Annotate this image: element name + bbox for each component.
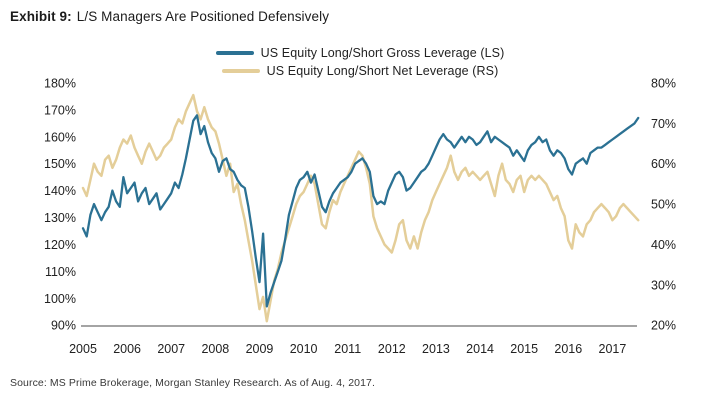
left-axis-tick-label: 170% <box>44 103 76 117</box>
exhibit-number: Exhibit 9: <box>10 9 72 24</box>
left-axis-tick-label: 140% <box>44 184 76 198</box>
x-axis-year-label: 2008 <box>201 342 229 356</box>
x-axis-year-label: 2007 <box>157 342 185 356</box>
left-axis-tick-label: 150% <box>44 157 76 171</box>
left-axis-tick-label: 160% <box>44 130 76 144</box>
right-axis-tick-label: 70% <box>651 117 676 131</box>
x-axis-year-label: 2016 <box>554 342 582 356</box>
net-leverage-line-swatch <box>221 69 260 73</box>
source-note: Source: MS Prime Brokerage, Morgan Stanl… <box>10 377 375 389</box>
x-axis-year-label: 2006 <box>113 342 141 356</box>
legend-label-gross-leverage: US Equity Long/Short Gross Leverage (LS) <box>260 46 505 60</box>
x-axis-year-label: 2010 <box>290 342 318 356</box>
x-axis-year-label: 2015 <box>510 342 538 356</box>
gross-leverage-line <box>81 114 640 308</box>
left-axis-tick-label: 110% <box>45 265 76 279</box>
left-axis-tick-label: 180% <box>44 77 76 91</box>
right-axis-tick-label: 40% <box>651 238 676 252</box>
legend-item-net-leverage: US Equity Long/Short Net Leverage (RS) <box>221 64 499 78</box>
net-leverage-line <box>81 93 640 323</box>
legend-label-net-leverage: US Equity Long/Short Net Leverage (RS) <box>266 64 499 78</box>
right-axis-tick-label: 30% <box>651 278 676 292</box>
x-axis-year-label: 2009 <box>246 342 274 356</box>
left-axis-tick-label: 130% <box>44 211 76 225</box>
left-axis-tick-label: 120% <box>44 238 76 252</box>
right-axis-tick-label: 80% <box>651 77 676 91</box>
chart-title: Exhibit 9: L/S Managers Are Positioned De… <box>10 8 329 26</box>
x-axis-year-label: 2013 <box>422 342 450 356</box>
gross-leverage-line-swatch <box>215 51 254 55</box>
x-axis-year-label: 2017 <box>599 342 627 356</box>
x-axis-year-label: 2005 <box>69 342 97 356</box>
right-axis-tick-label: 20% <box>651 319 676 333</box>
left-axis-tick-label: 100% <box>44 292 76 306</box>
right-axis-tick-label: 50% <box>651 198 676 212</box>
right-axis-tick-label: 60% <box>651 157 676 171</box>
x-axis-year-label: 2012 <box>378 342 406 356</box>
x-axis-year-label: 2014 <box>466 342 494 356</box>
x-axis-year-label: 2011 <box>334 342 361 356</box>
chart-title-text: L/S Managers Are Positioned Defensively <box>76 9 330 24</box>
left-axis-tick-label: 90% <box>51 319 76 333</box>
legend: US Equity Long/Short Gross Leverage (LS)… <box>0 46 720 78</box>
legend-item-gross-leverage: US Equity Long/Short Gross Leverage (LS) <box>215 46 505 60</box>
